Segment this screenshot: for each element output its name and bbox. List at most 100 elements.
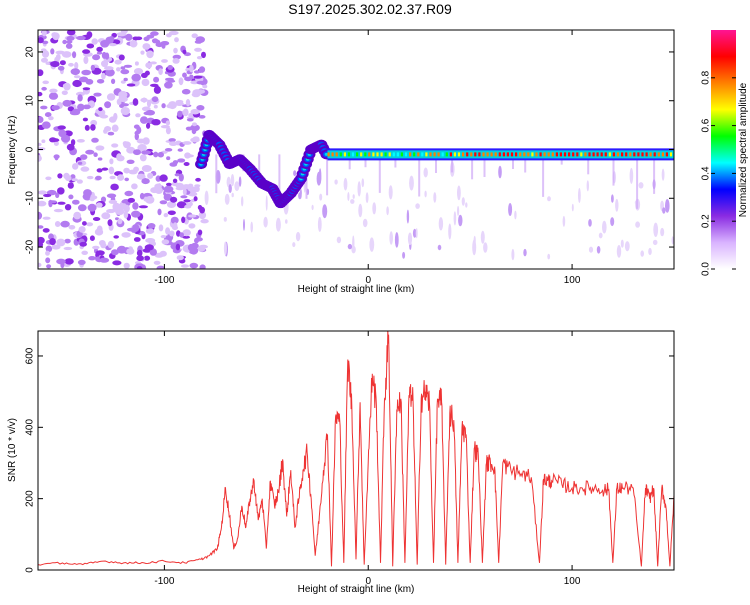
noise-blob <box>80 154 88 160</box>
noise-blob <box>131 183 138 190</box>
noise-blob <box>89 197 95 202</box>
noise-blob <box>181 264 189 268</box>
faint-blob <box>365 192 369 204</box>
spectrogram-ytick-label: -10 <box>25 191 36 206</box>
noise-blob <box>161 103 166 109</box>
noise-blob <box>82 117 88 122</box>
line-band-core <box>339 152 342 157</box>
faint-blob <box>223 241 227 256</box>
faint-blob <box>514 210 517 220</box>
snr-ytick-label: 400 <box>25 419 36 436</box>
noise-blob <box>101 51 107 59</box>
noise-blob <box>88 256 96 261</box>
noise-blob <box>113 112 118 121</box>
noise-blob <box>92 245 100 250</box>
noise-blob <box>89 235 95 241</box>
noise-blob <box>141 178 150 185</box>
faint-blob <box>498 165 502 179</box>
noise-blob <box>42 40 49 45</box>
noise-blob <box>105 68 115 77</box>
noise-blob <box>186 118 194 122</box>
noise-blob <box>51 244 61 250</box>
signal-streak <box>348 154 351 170</box>
noise-blob <box>100 196 107 203</box>
signal-streak <box>512 154 514 169</box>
noise-blob <box>191 122 198 127</box>
line-band-core <box>555 152 558 157</box>
noise-blob <box>108 43 117 47</box>
signal-streak <box>542 154 545 197</box>
noise-blob <box>76 179 83 184</box>
noise-blob <box>131 73 141 82</box>
noise-blob <box>111 249 119 256</box>
noise-blob <box>167 65 173 70</box>
faint-blob <box>588 219 592 227</box>
noise-blob <box>93 92 102 97</box>
noise-blob <box>65 40 73 44</box>
noise-blob <box>188 223 196 229</box>
line-band-core <box>596 152 599 157</box>
faint-blob <box>653 222 659 237</box>
noise-blob <box>193 70 200 74</box>
noise-blob <box>194 47 202 52</box>
spectrogram-ylabel: Frequency (Hz) <box>7 116 18 185</box>
noise-blob <box>110 183 119 191</box>
noise-blob <box>132 202 139 210</box>
noise-blob <box>201 51 206 59</box>
noise-blob <box>65 43 73 49</box>
noise-blob <box>169 141 178 146</box>
noise-blob <box>177 148 183 152</box>
noise-blob <box>173 222 178 229</box>
faint-blob <box>285 219 288 224</box>
spectrogram-ytick-label: 20 <box>25 46 36 58</box>
noise-blob <box>99 257 110 263</box>
line-band-core <box>384 152 387 157</box>
noise-blob <box>146 122 151 129</box>
line-band-core <box>592 152 595 157</box>
faint-blob <box>361 178 365 188</box>
noise-blob <box>144 244 154 251</box>
faint-blob <box>318 168 322 185</box>
noise-blob <box>134 61 139 66</box>
noise-blob <box>101 212 111 220</box>
noise-blob <box>189 246 199 255</box>
noise-blob <box>82 104 91 110</box>
line-band-core <box>665 152 668 157</box>
noise-blob <box>124 177 129 182</box>
line-band-core <box>335 152 338 157</box>
noise-blob <box>113 235 119 239</box>
noise-blob <box>184 204 192 209</box>
noise-blob <box>123 262 130 269</box>
noise-blob <box>143 111 152 116</box>
line-band-core <box>404 152 408 157</box>
line-band-core <box>449 152 452 157</box>
snr-ytick-label: 0 <box>25 567 36 573</box>
noise-blob <box>67 182 74 189</box>
noise-blob <box>76 139 85 143</box>
noise-blob <box>197 245 206 252</box>
noise-blob <box>81 69 92 76</box>
noise-blob <box>95 145 105 151</box>
noise-blob <box>51 105 60 111</box>
noise-blob <box>133 81 140 86</box>
noise-blob <box>45 257 51 264</box>
noise-blob <box>104 66 114 71</box>
noise-blob <box>48 116 54 121</box>
noise-blob <box>72 51 77 59</box>
snr-ytick-label: 600 <box>25 347 36 364</box>
noise-blob <box>197 205 203 210</box>
line-band-core <box>437 152 440 157</box>
faint-blob <box>624 241 630 252</box>
noise-blob <box>95 250 105 256</box>
noise-blob <box>67 106 75 112</box>
faint-blob <box>295 231 301 242</box>
signal-streak <box>612 154 615 186</box>
noise-blob <box>109 158 114 165</box>
noise-blob <box>141 78 150 87</box>
noise-blob <box>107 240 115 249</box>
faint-blob <box>386 206 389 216</box>
noise-blob <box>96 46 103 53</box>
noise-blob <box>77 161 83 165</box>
